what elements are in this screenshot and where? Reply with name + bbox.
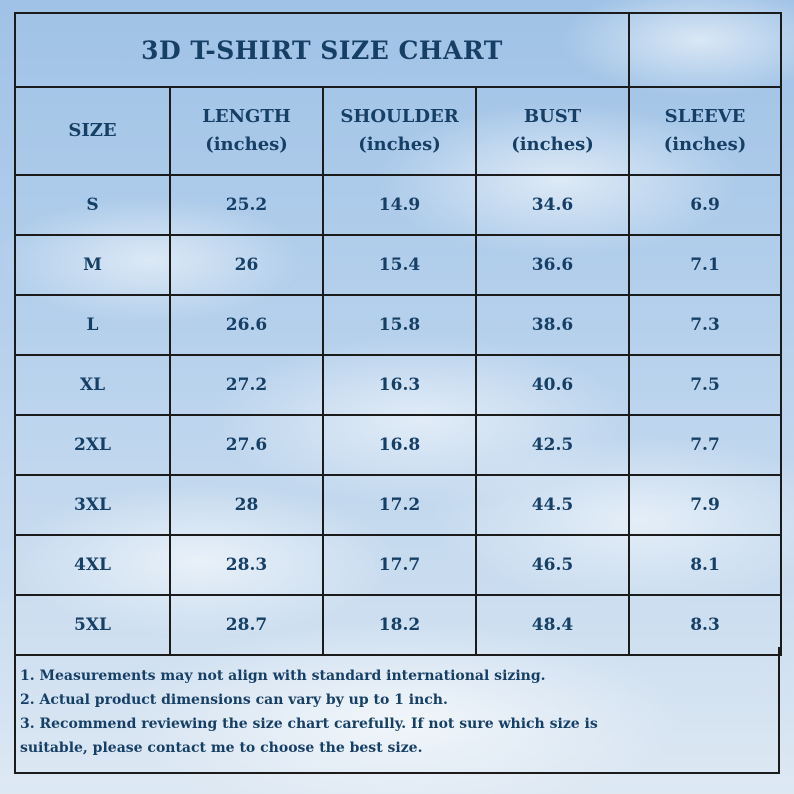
- note-line: 2. Actual product dimensions can vary by…: [20, 692, 448, 708]
- header-unit: (inches): [358, 134, 441, 155]
- bust-cell: 44.5: [475, 474, 630, 536]
- title-blank-cell: [628, 12, 782, 88]
- length-cell: 26: [169, 234, 324, 296]
- length-cell: 28.3: [169, 534, 324, 596]
- length-cell: 28: [169, 474, 324, 536]
- note-line: 3. Recommend reviewing the size chart ca…: [20, 716, 598, 732]
- shoulder-cell: 15.4: [322, 234, 477, 296]
- note-line: 1. Measurements may not align with stand…: [20, 668, 546, 684]
- bust-cell: 36.6: [475, 234, 630, 296]
- length-cell: 27.6: [169, 414, 324, 476]
- length-cell: 25.2: [169, 174, 324, 236]
- shoulder-cell: 17.2: [322, 474, 477, 536]
- shoulder-cell: 16.3: [322, 354, 477, 416]
- header-unit: (inches): [663, 134, 747, 155]
- bust-cell: 42.5: [475, 414, 630, 476]
- sleeve-cell: 7.5: [628, 354, 782, 416]
- sleeve-cell: 7.9: [628, 474, 782, 536]
- bust-cell: 48.4: [475, 594, 630, 656]
- header-label: BUST: [523, 106, 582, 127]
- header-label: SIZE: [68, 120, 117, 141]
- sleeve-cell: 8.3: [628, 594, 782, 656]
- size-cell: XL: [14, 354, 171, 416]
- header-bust: BUST (inches): [475, 86, 630, 176]
- size-cell: S: [14, 174, 171, 236]
- sleeve-cell: 7.7: [628, 414, 782, 476]
- notes-box: 1. Measurements may not align with stand…: [14, 647, 780, 774]
- header-sleeve: SLEEVE (inches): [628, 86, 782, 176]
- size-cell: 4XL: [14, 534, 171, 596]
- table-row: XL 27.2 16.3 40.6 7.5: [14, 354, 782, 416]
- header-unit: (inches): [205, 134, 288, 155]
- header-shoulder: SHOULDER (inches): [322, 86, 477, 176]
- sleeve-cell: 6.9: [628, 174, 782, 236]
- table-row: 5XL 28.7 18.2 48.4 8.3: [14, 594, 782, 656]
- size-cell: M: [14, 234, 171, 296]
- bust-cell: 38.6: [475, 294, 630, 356]
- bust-cell: 40.6: [475, 354, 630, 416]
- shoulder-cell: 18.2: [322, 594, 477, 656]
- size-cell: 2XL: [14, 414, 171, 476]
- bust-cell: 46.5: [475, 534, 630, 596]
- header-row: SIZE LENGTH (inches) SHOULDER (inches) B…: [14, 86, 782, 176]
- size-table: 3D T-SHIRT SIZE CHART SIZE LENGTH (inche…: [14, 12, 782, 656]
- header-label: SLEEVE: [664, 106, 746, 127]
- length-cell: 26.6: [169, 294, 324, 356]
- shoulder-cell: 15.8: [322, 294, 477, 356]
- note-line: suitable, please contact me to choose th…: [20, 740, 423, 756]
- table-row: L 26.6 15.8 38.6 7.3: [14, 294, 782, 356]
- header-unit: (inches): [511, 134, 594, 155]
- sleeve-cell: 8.1: [628, 534, 782, 596]
- chart-title: 3D T-SHIRT SIZE CHART: [141, 35, 503, 65]
- shoulder-cell: 17.7: [322, 534, 477, 596]
- table-row: 3XL 28 17.2 44.5 7.9: [14, 474, 782, 536]
- size-chart: 3D T-SHIRT SIZE CHART SIZE LENGTH (inche…: [14, 12, 782, 774]
- table-row: 4XL 28.3 17.7 46.5 8.1: [14, 534, 782, 596]
- header-label: SHOULDER: [340, 106, 459, 127]
- bust-cell: 34.6: [475, 174, 630, 236]
- header-label: LENGTH: [202, 106, 291, 127]
- shoulder-cell: 14.9: [322, 174, 477, 236]
- sleeve-cell: 7.3: [628, 294, 782, 356]
- sleeve-cell: 7.1: [628, 234, 782, 296]
- header-size: SIZE: [14, 86, 171, 176]
- title-row: 3D T-SHIRT SIZE CHART: [14, 12, 782, 88]
- size-cell: 3XL: [14, 474, 171, 536]
- table-row: S 25.2 14.9 34.6 6.9: [14, 174, 782, 236]
- chart-title-cell: 3D T-SHIRT SIZE CHART: [14, 12, 630, 88]
- length-cell: 28.7: [169, 594, 324, 656]
- header-length: LENGTH (inches): [169, 86, 324, 176]
- table-row: M 26 15.4 36.6 7.1: [14, 234, 782, 296]
- size-cell: L: [14, 294, 171, 356]
- size-cell: 5XL: [14, 594, 171, 656]
- length-cell: 27.2: [169, 354, 324, 416]
- shoulder-cell: 16.8: [322, 414, 477, 476]
- table-row: 2XL 27.6 16.8 42.5 7.7: [14, 414, 782, 476]
